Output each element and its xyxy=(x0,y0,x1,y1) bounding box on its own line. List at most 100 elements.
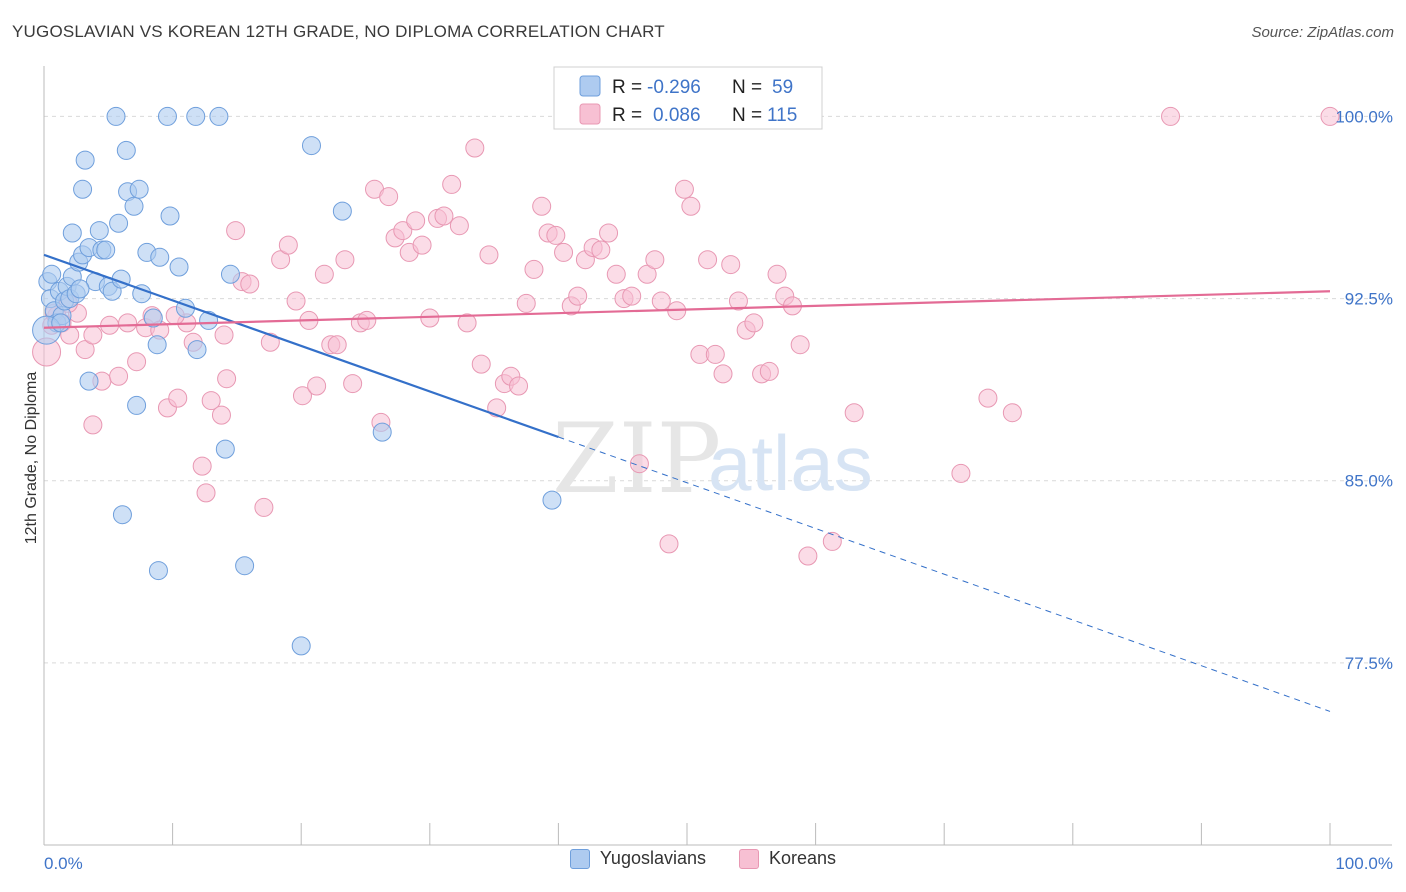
data-point-koreans xyxy=(226,221,246,241)
data-point-yugoslavians xyxy=(42,264,62,284)
legend-swatch-blue xyxy=(579,75,601,97)
data-point-yugoslavians xyxy=(75,150,95,170)
data-point-koreans xyxy=(83,325,103,345)
data-point-koreans xyxy=(759,361,779,381)
data-point-koreans xyxy=(524,259,544,279)
gridlines xyxy=(44,115,1390,664)
data-point-yugoslavians xyxy=(106,106,126,126)
data-point-koreans xyxy=(286,291,306,311)
data-point-yugoslavians xyxy=(70,279,90,299)
data-point-koreans xyxy=(465,138,485,158)
data-point-koreans xyxy=(201,391,221,411)
legend-swatch-koreans xyxy=(739,848,760,869)
data-point-yugoslavians xyxy=(109,213,129,233)
data-point-koreans xyxy=(314,264,334,284)
legend-item-yugoslavians: Yugoslavians xyxy=(569,848,706,869)
data-point-koreans xyxy=(1320,106,1340,126)
legend-swatch-yugoslavians xyxy=(569,848,590,869)
data-point-koreans xyxy=(728,291,748,311)
data-point-koreans xyxy=(798,546,818,566)
data-point-koreans xyxy=(681,196,701,216)
data-point-koreans xyxy=(1002,403,1022,423)
data-point-yugoslavians xyxy=(129,179,149,199)
data-point-koreans xyxy=(278,235,298,255)
data-point-yugoslavians xyxy=(143,308,163,328)
legend-r-value: 0.086 xyxy=(653,105,701,126)
data-point-yugoslavians xyxy=(89,221,109,241)
y-axis-label: 12th Grade, No Diploma xyxy=(23,372,40,545)
data-point-koreans xyxy=(327,335,347,355)
data-point-yugoslavians xyxy=(372,422,392,442)
data-point-koreans xyxy=(1161,106,1181,126)
data-point-yugoslavians xyxy=(79,371,99,391)
axes xyxy=(43,66,1392,846)
data-point-yugoslavians xyxy=(169,257,189,277)
data-point-koreans xyxy=(434,206,454,226)
data-point-yugoslavians xyxy=(157,106,177,126)
data-point-koreans xyxy=(357,310,377,330)
data-point-koreans xyxy=(457,313,477,333)
legend-n-value: 59 xyxy=(772,77,793,98)
watermark: ZIP atlas xyxy=(552,403,873,515)
data-point-koreans xyxy=(721,255,741,275)
data-point-koreans xyxy=(109,366,129,386)
data-point-koreans xyxy=(292,386,312,406)
data-point-koreans xyxy=(335,250,355,270)
data-point-koreans xyxy=(516,293,536,313)
data-point-yugoslavians xyxy=(124,196,144,216)
data-point-yugoslavians xyxy=(332,201,352,221)
y-tick-labels: 77.5% 85.0% 92.5% 100.0% xyxy=(1335,107,1393,672)
data-point-yugoslavians xyxy=(291,636,311,656)
data-point-yugoslavians xyxy=(235,556,255,576)
legend-swatch-pink xyxy=(579,103,601,125)
data-point-koreans xyxy=(637,264,657,284)
data-point-koreans xyxy=(568,286,588,306)
data-point-yugoslavians xyxy=(199,310,219,330)
data-point-koreans xyxy=(767,264,787,284)
data-point-koreans xyxy=(214,325,234,345)
y-tick-label: 77.5% xyxy=(1345,654,1393,673)
x-tick-label: 100.0% xyxy=(1335,854,1393,873)
data-point-koreans xyxy=(705,344,725,364)
data-point-yugoslavians xyxy=(215,439,235,459)
legend-n-label: N = xyxy=(732,105,762,126)
legend-n-value: 115 xyxy=(767,105,797,126)
data-point-yugoslavians xyxy=(301,136,321,156)
source-note: Source: ZipAtlas.com xyxy=(1251,24,1394,41)
data-point-koreans xyxy=(260,332,280,352)
data-point-yugoslavians xyxy=(148,561,168,581)
data-point-koreans xyxy=(449,216,469,236)
data-point-koreans xyxy=(442,174,462,194)
trend-line-koreans xyxy=(43,290,1331,329)
data-point-koreans xyxy=(487,398,507,418)
data-point-koreans xyxy=(546,225,566,245)
watermark-atlas: atlas xyxy=(708,419,873,507)
data-point-koreans xyxy=(532,196,552,216)
data-point-yugoslavians xyxy=(187,340,207,360)
legend-r-label: R = xyxy=(612,105,642,126)
data-point-yugoslavians xyxy=(186,106,206,126)
chart-title: YUGOSLAVIAN VS KOREAN 12TH GRADE, NO DIP… xyxy=(12,22,665,41)
data-point-koreans xyxy=(698,250,718,270)
data-point-koreans xyxy=(606,264,626,284)
data-point-koreans xyxy=(83,415,103,435)
data-point-koreans xyxy=(307,376,327,396)
data-point-koreans xyxy=(471,354,491,374)
data-point-yugoslavians xyxy=(209,106,229,126)
trend-line-yugoslavians xyxy=(43,253,559,439)
series-koreans xyxy=(32,106,1340,566)
data-point-koreans xyxy=(192,456,212,476)
data-point-koreans xyxy=(951,463,971,483)
data-point-yugoslavians xyxy=(542,490,562,510)
data-point-koreans xyxy=(629,454,649,474)
data-point-koreans xyxy=(509,376,529,396)
data-point-yugoslavians xyxy=(160,206,180,226)
data-point-koreans xyxy=(651,291,671,311)
data-point-koreans xyxy=(393,221,413,241)
data-point-yugoslavians xyxy=(147,335,167,355)
trend-line-yugoslavians-extension xyxy=(558,436,1331,712)
legend-r-value: -0.296 xyxy=(647,77,701,98)
data-point-koreans xyxy=(978,388,998,408)
data-point-koreans xyxy=(479,245,499,265)
